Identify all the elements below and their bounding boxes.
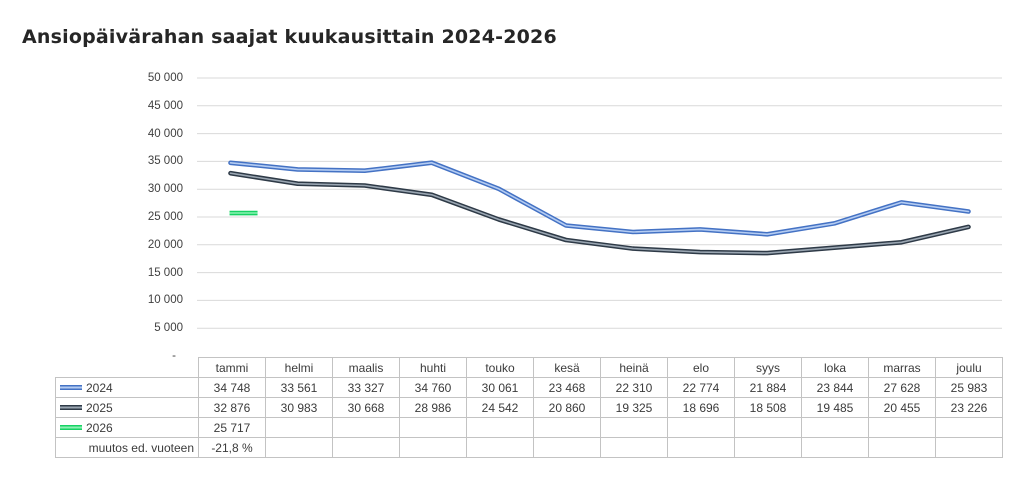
value-cell: 30 061 <box>466 377 534 398</box>
value-cell <box>935 437 1003 458</box>
series-label-text: 2025 <box>86 400 113 415</box>
month-header: syys <box>734 357 802 378</box>
series-label-text: 2026 <box>86 420 113 435</box>
value-cell <box>600 437 668 458</box>
table-row: 2025 32 876 30 983 30 668 28 986 24 542 20 860… <box>55 397 1003 418</box>
chart-title: Ansiopäivärahan saajat kuukausittain 202… <box>22 26 557 48</box>
data-table: tammi helmi maalis huhti touko kesä heinä elo sy… <box>55 357 1003 458</box>
value-cell: 21 884 <box>734 377 802 398</box>
value-cell: 18 696 <box>667 397 735 418</box>
value-cell <box>734 417 802 438</box>
value-cell <box>265 437 333 458</box>
y-axis-tick-label: 40 000 <box>147 127 183 140</box>
value-cell: 34 748 <box>198 377 266 398</box>
value-cell <box>667 417 735 438</box>
series-label-text: 2024 <box>86 380 113 395</box>
y-axis-tick-label: 30 000 <box>147 183 183 196</box>
y-axis-tick-label: 20 000 <box>147 238 183 251</box>
series-label: 2026 <box>55 417 199 438</box>
y-axis: 50 000 45 000 40 000 35 000 30 000 25 000 20 0… <box>100 58 183 362</box>
value-cell <box>935 417 1003 438</box>
y-axis-tick-label: - <box>172 350 176 362</box>
value-cell: 19 485 <box>801 397 869 418</box>
value-cell: -21,8 % <box>198 437 266 458</box>
y-axis-tick-label: 15 000 <box>147 266 183 279</box>
month-header: huhti <box>399 357 467 378</box>
value-cell: 23 226 <box>935 397 1003 418</box>
value-cell: 18 508 <box>734 397 802 418</box>
legend-key-icon <box>60 405 82 410</box>
value-cell: 33 327 <box>332 377 400 398</box>
value-cell: 33 561 <box>265 377 333 398</box>
value-cell <box>667 437 735 458</box>
value-cell <box>466 437 534 458</box>
month-header: maalis <box>332 357 400 378</box>
series-label: 2024 <box>55 377 199 398</box>
value-cell <box>533 437 601 458</box>
series-line-2025 <box>229 172 970 254</box>
value-cell: 30 668 <box>332 397 400 418</box>
value-cell <box>466 417 534 438</box>
value-cell: 22 310 <box>600 377 668 398</box>
table-corner-cell <box>56 358 199 378</box>
month-header: marras <box>868 357 936 378</box>
month-header: elo <box>667 357 735 378</box>
legend-key-icon <box>60 425 82 430</box>
table-header-row: tammi helmi maalis huhti touko kesä heinä elo sy… <box>56 357 1003 378</box>
value-cell: 30 983 <box>265 397 333 418</box>
month-header: kesä <box>533 357 601 378</box>
line-chart-plot-area <box>197 77 1002 329</box>
table-row: muutos ed. vuoteen -21,8 % <box>55 437 1003 458</box>
value-cell <box>533 417 601 438</box>
series-line-2024 <box>229 161 970 236</box>
y-axis-tick-label: 50 000 <box>147 72 183 84</box>
table-row: 2024 34 748 33 561 33 327 34 760 30 061 23 468… <box>55 377 1003 398</box>
value-cell <box>399 437 467 458</box>
value-cell: 28 986 <box>399 397 467 418</box>
value-cell: 34 760 <box>399 377 467 398</box>
value-cell <box>868 417 936 438</box>
value-cell: 19 325 <box>600 397 668 418</box>
month-header: touko <box>466 357 534 378</box>
value-cell <box>868 437 936 458</box>
month-header: heinä <box>600 357 668 378</box>
value-cell <box>734 437 802 458</box>
y-axis-tick-label: 5 000 <box>154 322 183 335</box>
value-cell <box>332 417 400 438</box>
value-cell <box>801 437 869 458</box>
month-header: joulu <box>935 357 1003 378</box>
month-header: tammi <box>198 357 266 378</box>
month-header: loka <box>801 357 869 378</box>
table-row: 2026 25 717 <box>55 417 1003 438</box>
value-cell: 23 468 <box>533 377 601 398</box>
y-axis-tick-label: 25 000 <box>147 211 183 223</box>
value-cell: 25 983 <box>935 377 1003 398</box>
y-axis-tick-label: 35 000 <box>147 155 183 168</box>
value-cell <box>332 437 400 458</box>
month-header: helmi <box>265 357 333 378</box>
value-cell: 23 844 <box>801 377 869 398</box>
y-axis-tick-label: 10 000 <box>147 294 183 307</box>
y-axis-tick-label: 45 000 <box>147 99 183 112</box>
value-cell: 27 628 <box>868 377 936 398</box>
value-cell: 24 542 <box>466 397 534 418</box>
value-cell <box>600 417 668 438</box>
series-label: 2025 <box>55 397 199 418</box>
series-line-2024 <box>228 160 971 237</box>
legend-key-icon <box>60 385 82 390</box>
value-cell <box>399 417 467 438</box>
value-cell: 22 774 <box>667 377 735 398</box>
value-cell: 20 860 <box>533 397 601 418</box>
value-cell: 32 876 <box>198 397 266 418</box>
value-cell: 20 455 <box>868 397 936 418</box>
value-cell <box>265 417 333 438</box>
muutos-row-label: muutos ed. vuoteen <box>55 437 199 458</box>
value-cell <box>801 417 869 438</box>
value-cell: 25 717 <box>198 417 266 438</box>
